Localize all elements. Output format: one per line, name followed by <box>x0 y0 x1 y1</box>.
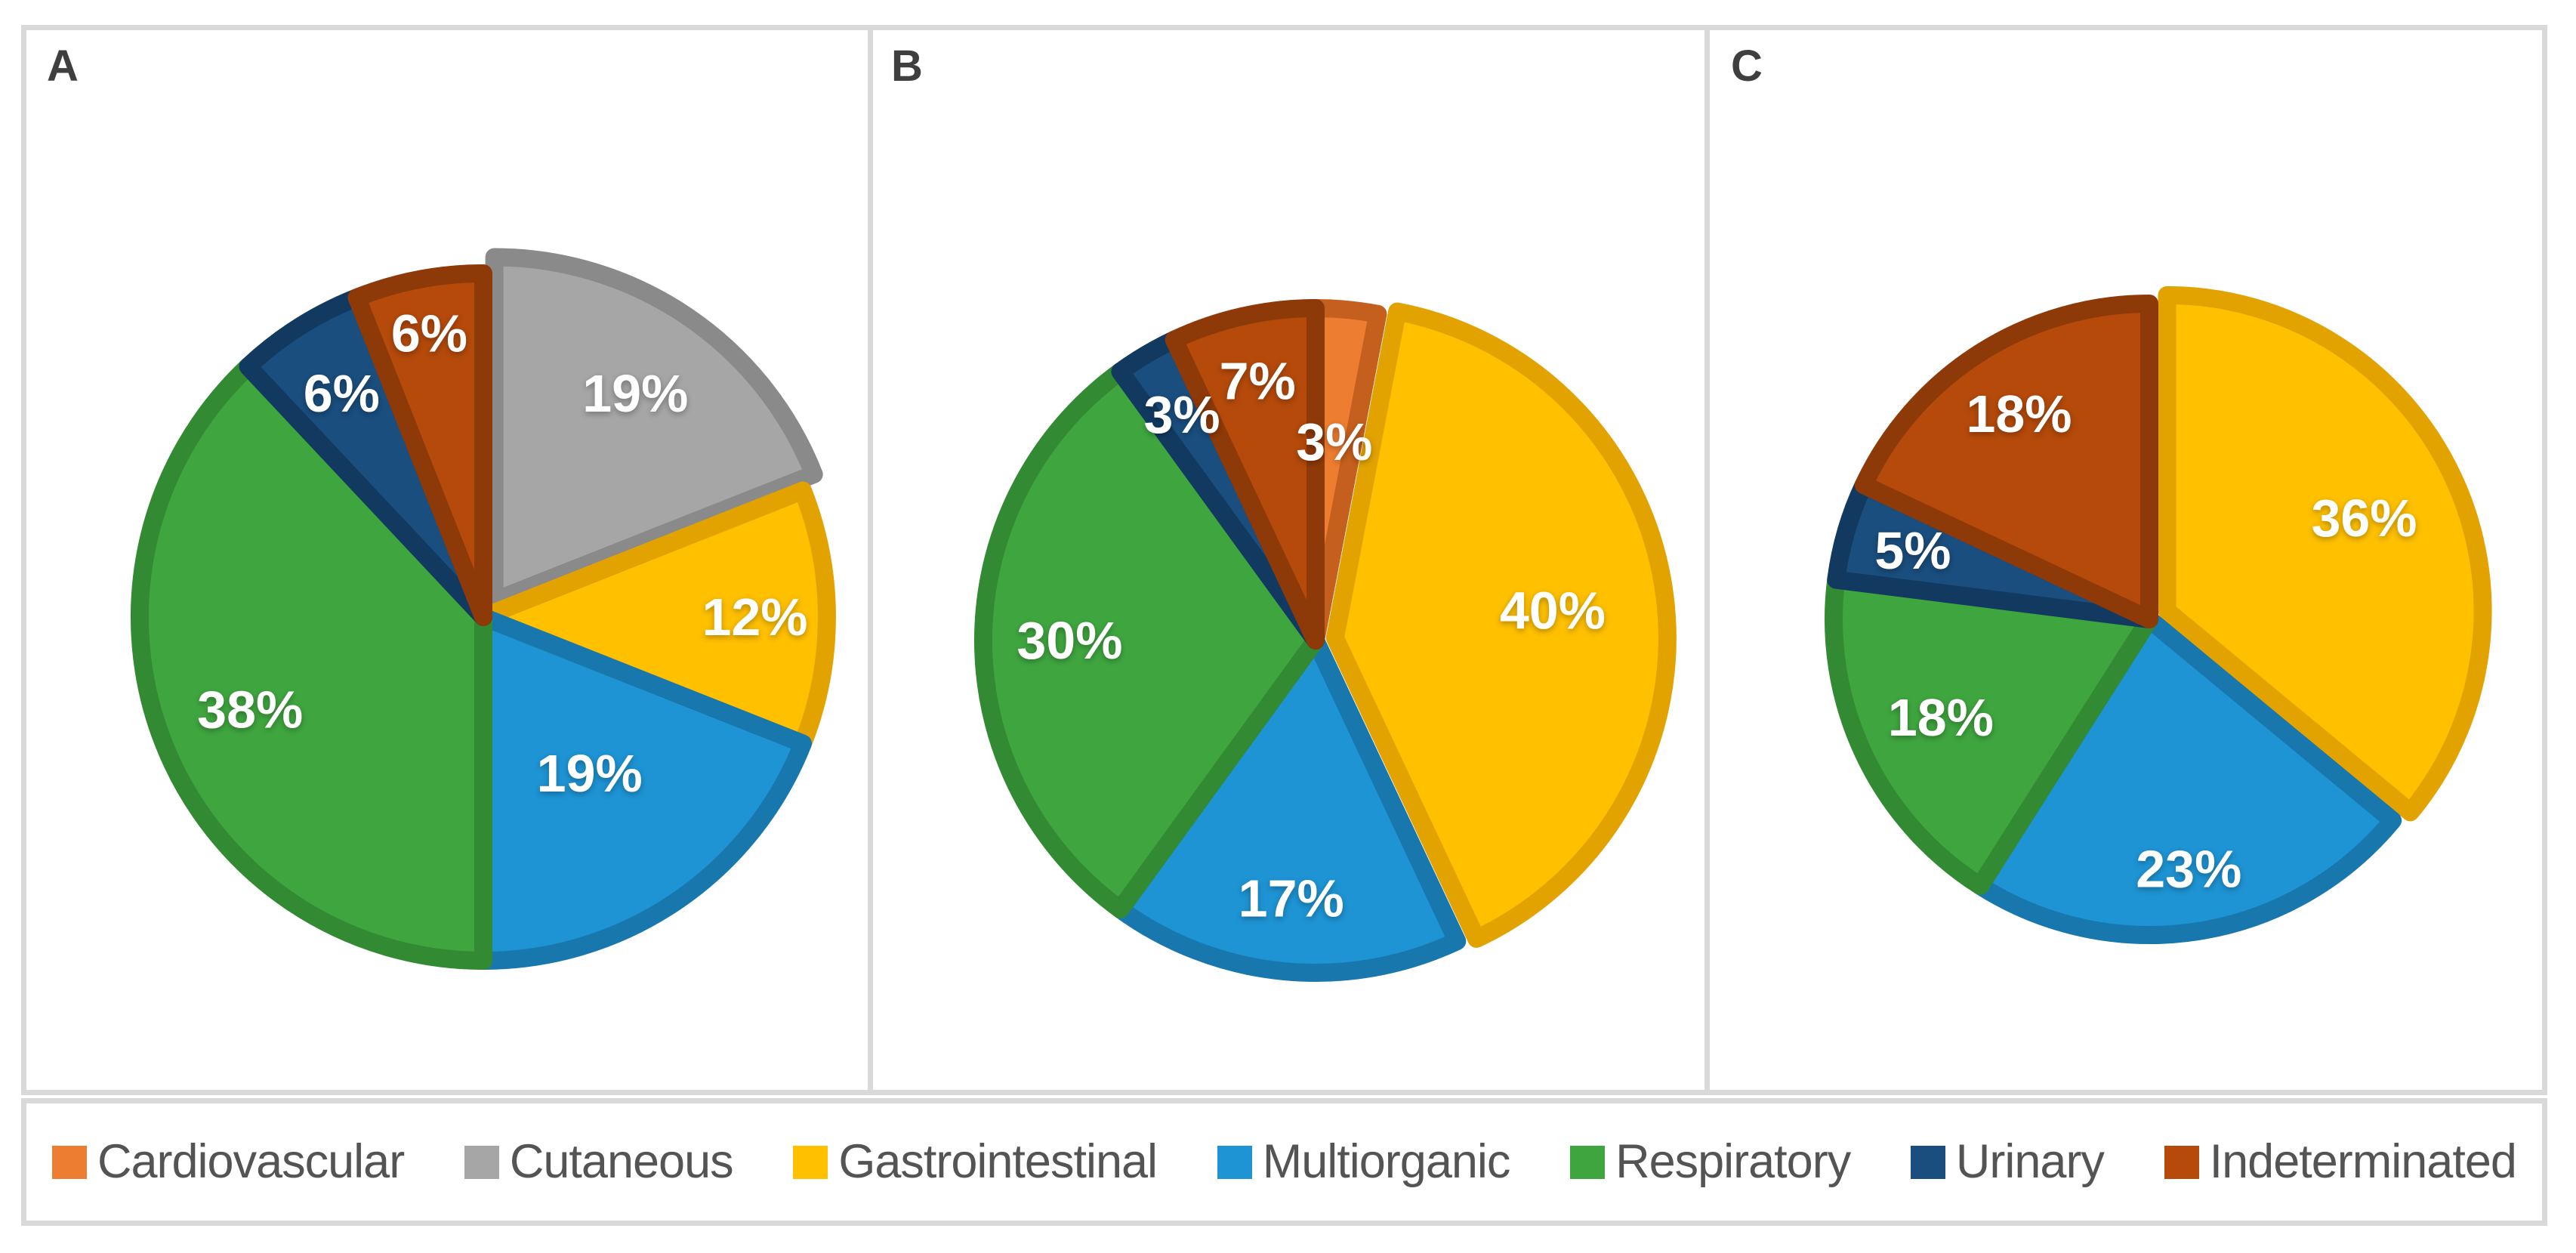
pie-slice-percent-label: 40% <box>1500 581 1606 640</box>
legend-label: Multiorganic <box>1262 1135 1511 1188</box>
pie-slice-percent-label: 7% <box>1220 352 1296 411</box>
pie-slice-respiratory <box>130 357 492 970</box>
pie-slice-percent-label: 3% <box>1296 412 1372 471</box>
pie-slice-gastrointestinal <box>1325 302 1677 948</box>
pie-slice-percent-label: 6% <box>391 304 467 363</box>
pie-slice-percent-label: 30% <box>1017 611 1122 670</box>
legend-label: Urinary <box>1955 1135 2105 1188</box>
pie-slice-percent-label: 5% <box>1874 521 1951 580</box>
pie-slice-respiratory <box>1825 570 2158 895</box>
pie-slice-multiorganic <box>474 608 812 970</box>
legend-item-indeterminated: Indeterminated <box>2164 1135 2517 1188</box>
panel-divider-2 <box>1704 30 1710 1095</box>
legend-swatch-icon <box>52 1145 87 1179</box>
legend-label: Cutaneous <box>509 1135 734 1188</box>
pie-slice-percent-label: 19% <box>582 364 688 423</box>
pie-slice-percent-label: 6% <box>304 364 380 423</box>
pie-slice-percent-label: 3% <box>1144 385 1220 444</box>
pie-slice-indeterminated <box>1165 299 1325 650</box>
legend-swatch-icon <box>793 1145 828 1179</box>
pie-slice-percent-label: 19% <box>537 744 643 803</box>
panel-divider-1 <box>868 30 873 1095</box>
pie-slice-cutaneous <box>485 248 823 610</box>
legend-swatch-icon <box>464 1145 499 1179</box>
pie-slice-percent-label: 36% <box>2311 489 2417 548</box>
pie-slice-percent-label: 18% <box>1966 384 2072 443</box>
legend-swatch-icon <box>1217 1145 1252 1179</box>
legend-item-respiratory: Respiratory <box>1570 1135 1851 1188</box>
legend-swatch-icon <box>2164 1145 2199 1179</box>
pie-chart-a: 19% 12% 19% 38% 6%6% <box>130 248 836 970</box>
chart-legend: Cardiovascular Cutaneous Gastrointestinal M… <box>21 1098 2547 1226</box>
pie-slice-respiratory <box>973 363 1325 918</box>
legend-item-urinary: Urinary <box>1910 1135 2105 1188</box>
pie-slice-indeterminated <box>347 264 492 626</box>
legend-item-cardiovascular: Cardiovascular <box>52 1135 405 1188</box>
pie-slice-multiorganic <box>1111 631 1467 982</box>
pie-slice-percent-label: 18% <box>1888 688 1994 747</box>
pie-slice-indeterminated <box>1854 295 2158 628</box>
pie-slice-gastrointestinal <box>2158 285 2492 822</box>
legend-item-gastrointestinal: Gastrointestinal <box>793 1135 1158 1188</box>
pie-slice-percent-label: 23% <box>2136 839 2241 898</box>
pie-slice-percent-label: 12% <box>702 588 807 647</box>
pie-slice-multiorganic <box>1971 610 2402 944</box>
legend-label: Cardiovascular <box>97 1135 405 1188</box>
panel-label-c: C <box>1731 42 1763 91</box>
pie-slice-percent-label: 38% <box>197 680 303 739</box>
pie-chart-b: 3% 40% 17% 30% 3%7% <box>973 299 1677 982</box>
pie-slice-gastrointestinal <box>474 481 836 753</box>
legend-swatch-icon <box>1570 1145 1606 1179</box>
pie-slice-percent-label: 17% <box>1239 869 1344 928</box>
pie-chart-c: 36% 23% 18% 5% 18% <box>1825 285 2492 944</box>
panel-label-a: A <box>47 42 79 91</box>
legend-item-cutaneous: Cutaneous <box>464 1135 734 1188</box>
legend-item-multiorganic: Multiorganic <box>1217 1138 1510 1186</box>
legend-label: Indeterminated <box>2209 1135 2517 1188</box>
legend-label: Gastrointestinal <box>838 1135 1158 1188</box>
legend-label: Respiratory <box>1615 1135 1851 1188</box>
panel-label-b: B <box>891 42 923 91</box>
legend-swatch-icon <box>1910 1145 1945 1179</box>
